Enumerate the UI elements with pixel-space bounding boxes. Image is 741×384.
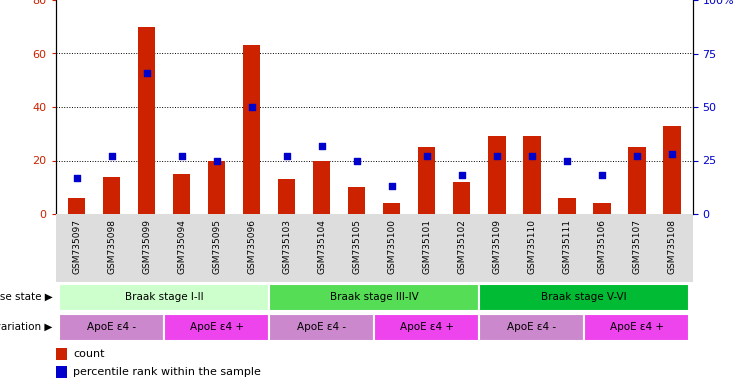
Bar	[164, 313, 269, 341]
Text: count: count	[73, 349, 105, 359]
Text: genotype/variation ▶: genotype/variation ▶	[0, 322, 53, 332]
Text: GSM735105: GSM735105	[352, 219, 361, 275]
Point	[666, 151, 678, 157]
Bar	[269, 283, 479, 311]
Point	[421, 153, 433, 159]
Point	[176, 153, 187, 159]
Point	[246, 104, 258, 110]
Text: GSM735101: GSM735101	[422, 219, 431, 275]
Point	[491, 153, 502, 159]
Bar	[56, 348, 67, 360]
Text: GSM735098: GSM735098	[107, 219, 116, 275]
Bar	[453, 182, 471, 214]
Text: GSM735110: GSM735110	[528, 219, 536, 275]
Bar	[374, 313, 479, 341]
Text: ApoE ε4 +: ApoE ε4 +	[610, 322, 664, 332]
Bar	[173, 174, 190, 214]
Point	[386, 183, 398, 189]
Text: Braak stage V-VI: Braak stage V-VI	[542, 292, 627, 302]
Bar	[628, 147, 645, 214]
Bar	[138, 27, 156, 214]
Point	[281, 153, 293, 159]
Bar	[208, 161, 225, 214]
Text: GSM735111: GSM735111	[562, 219, 571, 275]
Text: ApoE ε4 -: ApoE ε4 -	[297, 322, 346, 332]
Text: GSM735099: GSM735099	[142, 219, 151, 275]
Text: Braak stage III-IV: Braak stage III-IV	[330, 292, 419, 302]
Point	[526, 153, 538, 159]
Text: GSM735104: GSM735104	[317, 219, 326, 274]
Text: GSM735108: GSM735108	[668, 219, 677, 275]
Bar	[243, 45, 260, 214]
Text: GSM735094: GSM735094	[177, 219, 186, 274]
Point	[141, 70, 153, 76]
Text: GSM735096: GSM735096	[247, 219, 256, 275]
Bar	[59, 283, 269, 311]
Point	[316, 142, 328, 149]
Text: ApoE ε4 +: ApoE ε4 +	[399, 322, 453, 332]
Bar	[558, 198, 576, 214]
Text: GSM735103: GSM735103	[282, 219, 291, 275]
Bar	[269, 313, 374, 341]
Bar	[663, 126, 680, 214]
Text: ApoE ε4 -: ApoE ε4 -	[507, 322, 556, 332]
Bar	[488, 136, 505, 214]
Bar	[383, 203, 400, 214]
Point	[561, 157, 573, 164]
Text: disease state ▶: disease state ▶	[0, 292, 53, 302]
Bar	[418, 147, 436, 214]
Text: Braak stage I-II: Braak stage I-II	[124, 292, 204, 302]
Text: ApoE ε4 -: ApoE ε4 -	[87, 322, 136, 332]
Text: GSM735100: GSM735100	[388, 219, 396, 275]
Point	[70, 175, 82, 181]
Bar	[479, 283, 689, 311]
Bar	[56, 366, 67, 378]
Text: percentile rank within the sample: percentile rank within the sample	[73, 367, 262, 377]
Point	[631, 153, 642, 159]
Text: ApoE ε4 +: ApoE ε4 +	[190, 322, 244, 332]
Text: GSM735097: GSM735097	[72, 219, 81, 275]
Bar	[593, 203, 611, 214]
Bar	[68, 198, 85, 214]
Bar	[103, 177, 120, 214]
Text: GSM735106: GSM735106	[597, 219, 606, 275]
Bar	[278, 179, 296, 214]
Bar	[523, 136, 540, 214]
Bar	[585, 313, 689, 341]
Bar	[348, 187, 365, 214]
Bar	[313, 161, 330, 214]
Point	[596, 172, 608, 179]
Text: GSM735109: GSM735109	[492, 219, 501, 275]
Bar	[479, 313, 585, 341]
Text: GSM735107: GSM735107	[632, 219, 641, 275]
Text: GSM735102: GSM735102	[457, 219, 466, 274]
Point	[350, 157, 362, 164]
Bar	[59, 313, 164, 341]
Text: GSM735095: GSM735095	[212, 219, 221, 275]
Point	[106, 153, 118, 159]
Point	[456, 172, 468, 179]
Point	[210, 157, 222, 164]
